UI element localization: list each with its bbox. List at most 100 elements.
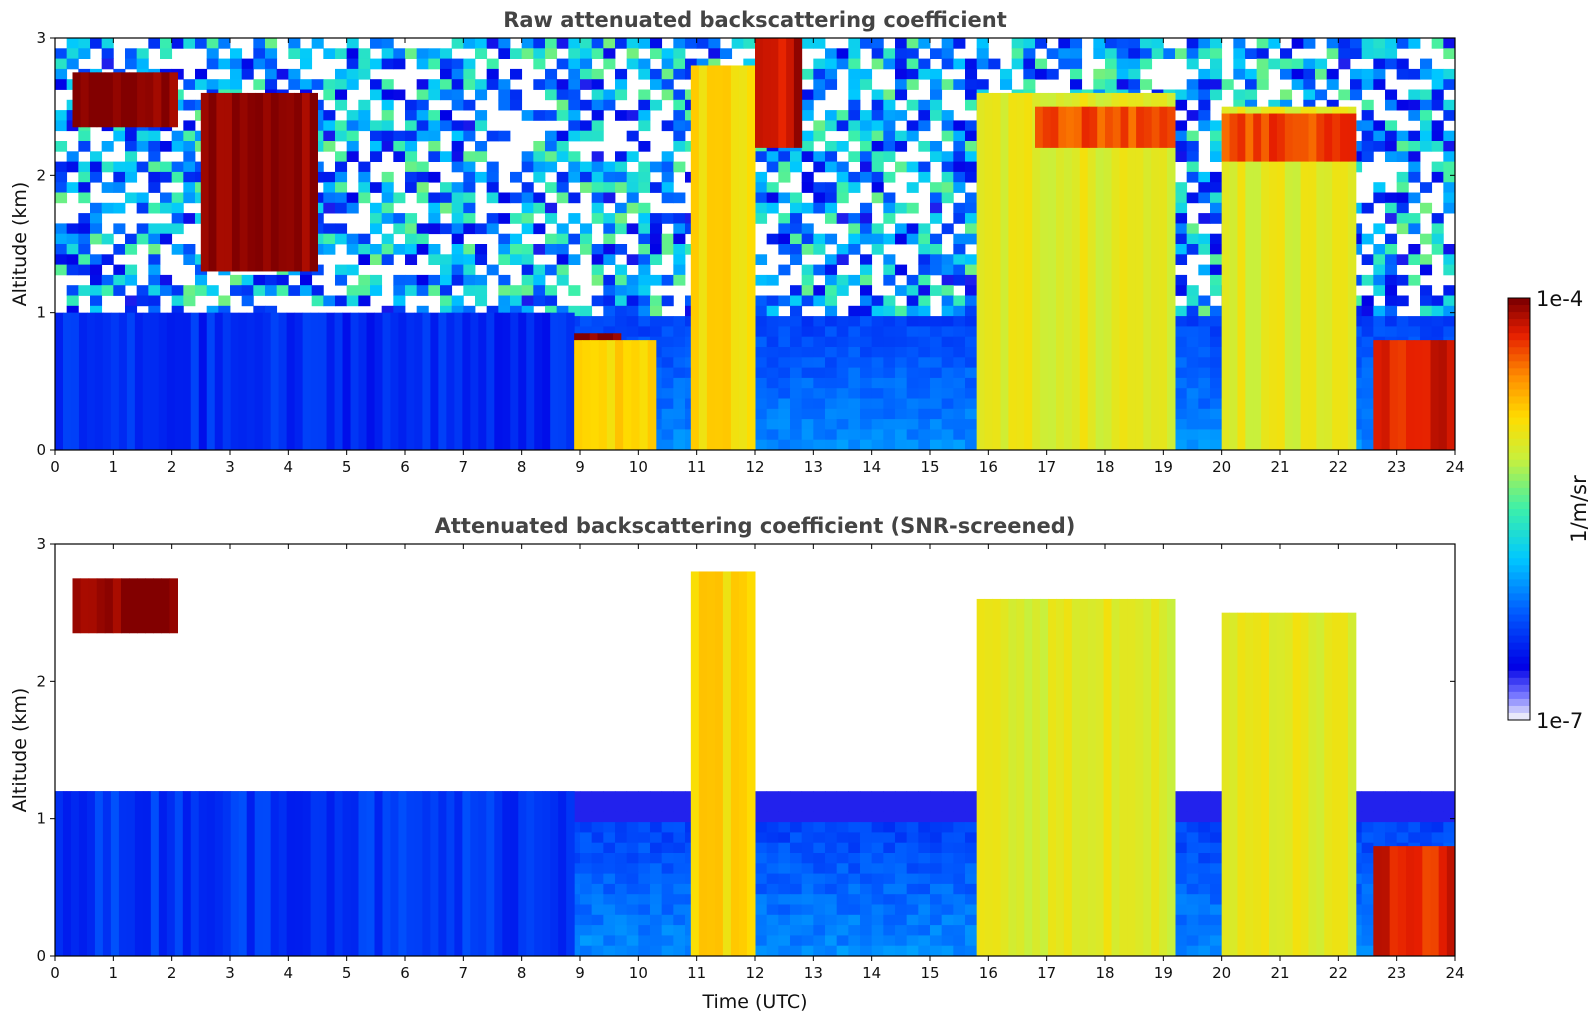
heat-cell	[953, 151, 965, 162]
heat-cell	[498, 131, 510, 142]
heat-cell	[883, 812, 895, 823]
heat-cell	[1187, 419, 1199, 430]
heat-cell	[860, 296, 872, 307]
heat-cell	[1385, 832, 1397, 843]
heat-cell	[883, 874, 895, 885]
heat-cell	[1327, 48, 1339, 59]
heat-cell	[545, 90, 557, 101]
heat-cell	[545, 182, 557, 193]
feature-4	[599, 340, 608, 450]
heat-cell	[942, 182, 954, 193]
heat-cell	[90, 172, 102, 183]
heat-cell	[90, 265, 102, 276]
heat-cell	[977, 79, 989, 90]
heat-cell	[207, 79, 219, 90]
feature-0	[303, 313, 311, 450]
heat-cell	[1210, 853, 1222, 864]
heat-cell	[463, 69, 475, 80]
heat-cell	[802, 326, 814, 337]
heat-cell	[1070, 48, 1082, 59]
heat-cell	[638, 326, 650, 337]
heat-cell	[1210, 429, 1222, 440]
heat-cell	[942, 399, 954, 410]
heat-cell	[1187, 337, 1199, 348]
heat-cell	[930, 812, 942, 823]
heat-cell	[568, 48, 580, 59]
heat-cell	[603, 832, 615, 843]
heat-cell	[510, 48, 522, 59]
heat-cell	[592, 90, 604, 101]
heat-cell	[848, 90, 860, 101]
heat-cell	[1023, 48, 1035, 59]
heat-cell	[802, 853, 814, 864]
heat-cell	[778, 419, 790, 430]
heat-cell	[883, 843, 895, 854]
heat-cell	[1443, 791, 1455, 802]
feature-11	[1398, 340, 1407, 450]
heat-cell	[930, 802, 942, 813]
heat-cell	[813, 120, 825, 131]
heat-cell	[778, 874, 790, 885]
heat-cell	[1420, 265, 1432, 276]
heat-cell	[428, 120, 440, 131]
heat-cell	[638, 141, 650, 152]
heat-cell	[1385, 306, 1397, 317]
heat-cell	[1175, 223, 1187, 234]
heat-cell	[813, 874, 825, 885]
heat-cell	[568, 213, 580, 224]
heat-cell	[1128, 38, 1140, 49]
heat-cell	[755, 326, 767, 337]
heat-cell	[942, 388, 954, 399]
heat-cell	[860, 791, 872, 802]
heat-cell	[557, 100, 569, 111]
y-tick-label: 0	[36, 441, 46, 459]
heat-cell	[650, 802, 662, 813]
heat-cell	[510, 296, 522, 307]
heat-cell	[440, 120, 452, 131]
heat-cell	[1408, 110, 1420, 121]
heat-cell	[918, 306, 930, 317]
heat-cell	[627, 275, 639, 286]
heat-cell	[1385, 791, 1397, 802]
heat-cell	[837, 162, 849, 173]
heat-cell	[650, 234, 662, 245]
heat-cell	[1152, 38, 1164, 49]
heat-cell	[627, 791, 639, 802]
heat-cell	[67, 48, 79, 59]
heat-cell	[767, 822, 779, 833]
x-tick-label: 7	[459, 458, 469, 476]
heat-cell	[953, 234, 965, 245]
heat-cell	[382, 203, 394, 214]
heat-cell	[1408, 69, 1420, 80]
heat-cell	[603, 306, 615, 317]
heat-cell	[790, 316, 802, 327]
heat-cell	[183, 120, 195, 131]
heat-cell	[1315, 69, 1327, 80]
heat-cell	[650, 223, 662, 234]
heat-cell	[580, 38, 592, 49]
heat-cell	[1385, 326, 1397, 337]
heat-cell	[522, 244, 534, 255]
heat-cell	[1175, 419, 1187, 430]
heat-cell	[638, 316, 650, 327]
heat-cell	[848, 832, 860, 843]
heat-cell	[580, 843, 592, 854]
heat-cell	[510, 234, 522, 245]
heat-cell	[603, 38, 615, 49]
feature-10	[1245, 114, 1253, 162]
heat-cell	[592, 275, 604, 286]
heat-cell	[860, 79, 872, 90]
heat-cell	[930, 791, 942, 802]
heat-cell	[673, 265, 685, 276]
heat-cell	[253, 285, 265, 296]
heat-cell	[148, 244, 160, 255]
heat-cell	[1023, 79, 1035, 90]
heat-cell	[1373, 802, 1385, 813]
heat-cell	[1362, 388, 1374, 399]
heat-cell	[463, 38, 475, 49]
heat-cell	[113, 182, 125, 193]
heat-cell	[405, 48, 417, 59]
heat-cell	[545, 213, 557, 224]
heat-cell	[825, 213, 837, 224]
heat-cell	[510, 254, 522, 265]
